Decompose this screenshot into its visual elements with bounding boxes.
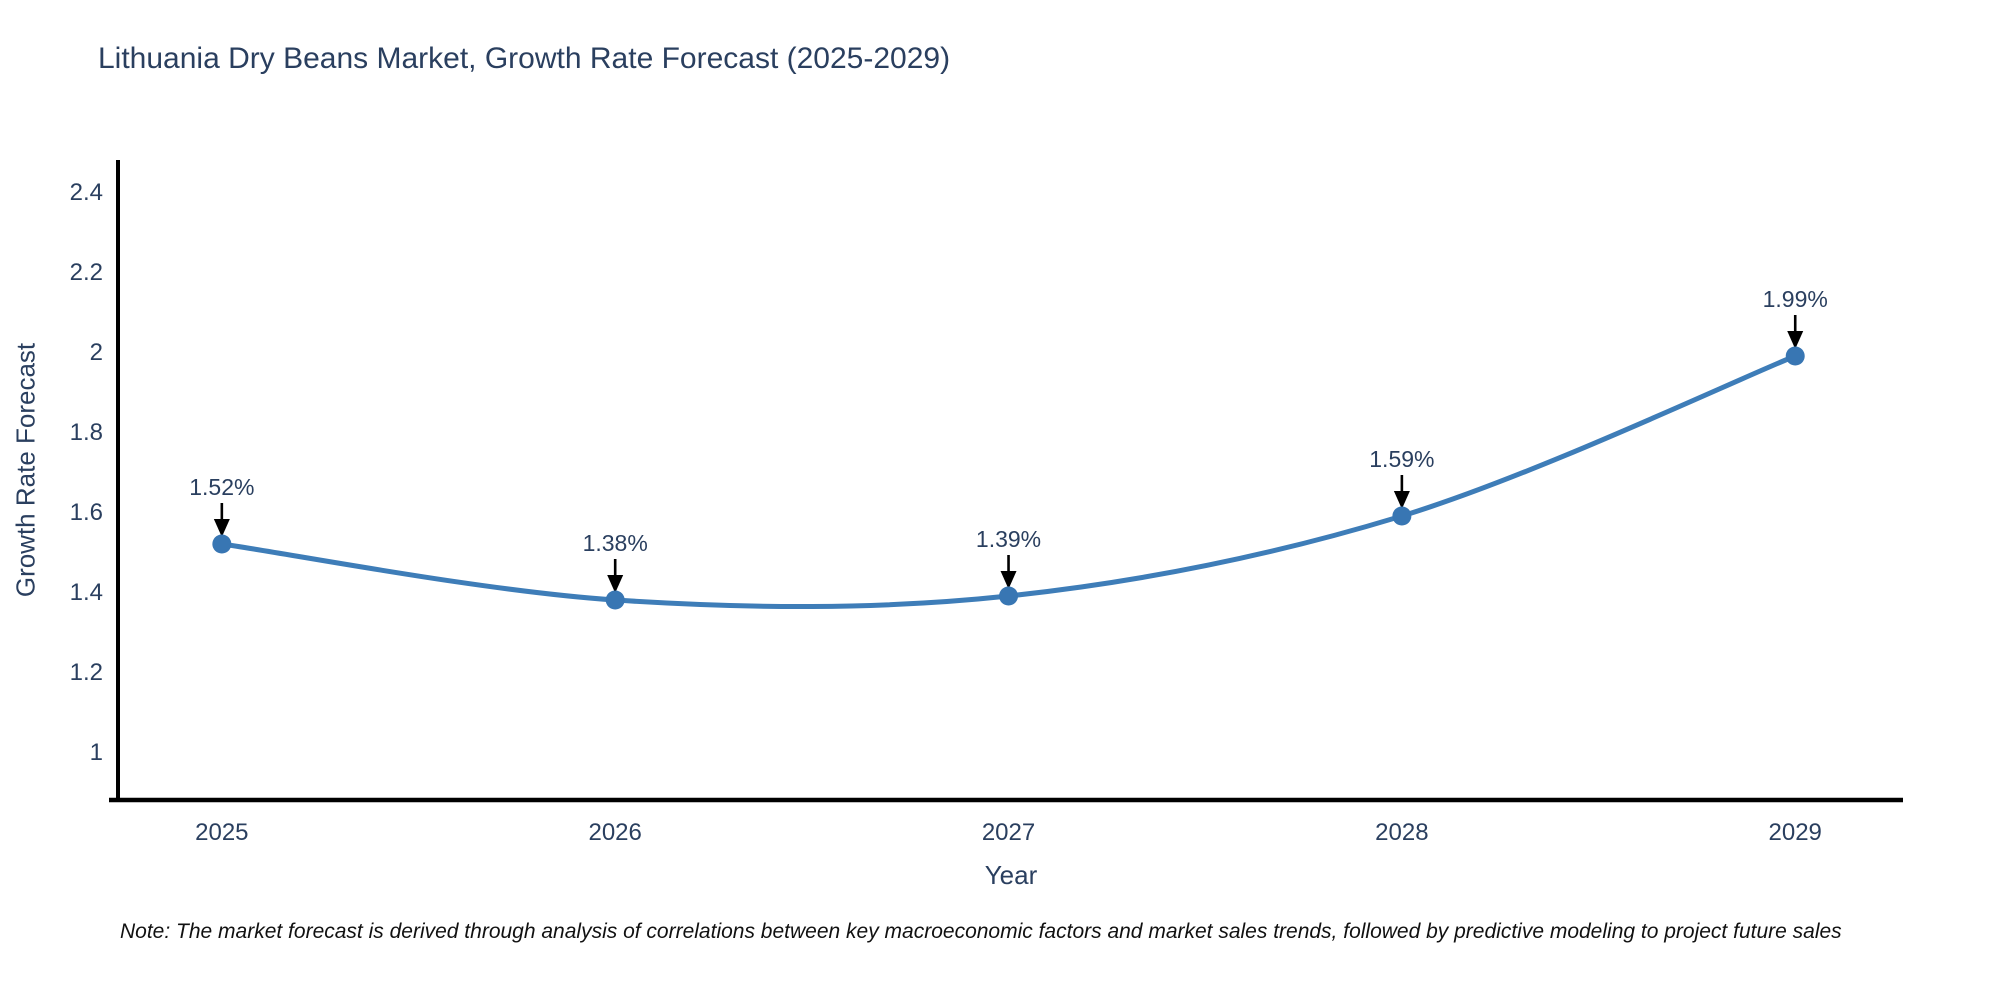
footnote: Note: The market forecast is derived thr… (120, 920, 1842, 943)
y-tick-label: 1.2 (70, 659, 103, 686)
x-axis-title: Year (984, 860, 1038, 890)
chart-title: Lithuania Dry Beans Market, Growth Rate … (98, 42, 951, 75)
data-point-marker[interactable] (1392, 506, 1412, 526)
data-point-marker[interactable] (1785, 346, 1805, 366)
x-tick-label: 2028 (1375, 819, 1428, 846)
x-tick-label: 2029 (1769, 819, 1822, 846)
point-value-label: 1.39% (976, 526, 1041, 552)
data-point-marker[interactable] (212, 534, 232, 554)
y-tick-label: 2.2 (70, 259, 103, 286)
y-tick-label: 2 (90, 339, 103, 366)
y-tick-label: 1.6 (70, 499, 103, 526)
y-tick-label: 1.4 (70, 579, 103, 606)
annotation-arrowhead (607, 575, 624, 593)
point-value-label: 1.38% (583, 530, 648, 556)
y-tick-label: 1 (90, 739, 103, 766)
point-value-label: 1.52% (189, 474, 254, 500)
annotation-arrowhead (1787, 331, 1804, 349)
y-tick-label: 2.4 (70, 179, 103, 206)
x-tick-label: 2027 (982, 819, 1035, 846)
data-point-marker[interactable] (605, 590, 625, 610)
y-tick-label: 1.8 (70, 419, 103, 446)
point-value-label: 1.59% (1369, 446, 1434, 472)
annotation-arrowhead (213, 519, 230, 537)
data-point-marker[interactable] (999, 586, 1019, 606)
annotation-arrowhead (1393, 491, 1410, 509)
x-tick-label: 2026 (588, 819, 641, 846)
point-value-label: 1.99% (1763, 286, 1828, 312)
x-tick-label: 2025 (195, 819, 248, 846)
annotation-arrowhead (1000, 571, 1017, 589)
